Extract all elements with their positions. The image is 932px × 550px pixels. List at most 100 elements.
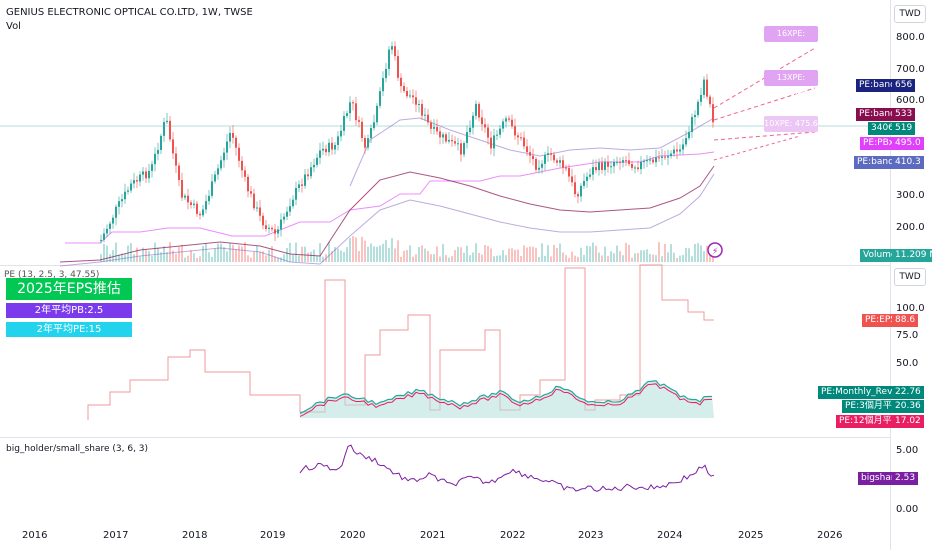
candle-body: [400, 77, 402, 87]
volume-bar: [580, 247, 582, 262]
volume-bar: [526, 247, 528, 262]
volume-bar: [442, 244, 444, 262]
candle-body: [292, 199, 294, 207]
volume-bar: [595, 245, 597, 262]
candle-body: [469, 127, 471, 133]
volume-bar: [331, 251, 333, 262]
volume-bar: [607, 255, 609, 262]
volume-bar: [103, 243, 105, 262]
volume-bar: [685, 247, 687, 262]
volume-bar: [196, 257, 198, 262]
candle-body: [307, 174, 309, 177]
volume-bar: [577, 256, 579, 262]
price-tick: 200.0: [896, 222, 925, 233]
candle-body: [679, 149, 681, 152]
volume-bar: [574, 255, 576, 262]
candle-body: [199, 213, 201, 216]
volume-bar: [349, 238, 351, 262]
volume-bar: [145, 250, 147, 262]
price-candles: [100, 41, 714, 244]
volume-bar: [208, 252, 210, 262]
volume-bar: [307, 252, 309, 262]
volume-bar: [367, 246, 369, 262]
volume-bar: [457, 246, 459, 262]
pane-divider-1[interactable]: [0, 265, 890, 266]
candle-body: [256, 207, 258, 209]
volume-bar: [319, 243, 321, 262]
tag-last-value: 519: [892, 122, 916, 135]
volume-bar: [670, 244, 672, 262]
volume-bar: [304, 246, 306, 262]
candle-body: [208, 195, 210, 202]
candle-body: [238, 147, 240, 161]
volume-bar: [553, 244, 555, 262]
volume-bar: [604, 246, 606, 262]
candle-body: [376, 105, 378, 123]
chart-canvas[interactable]: ⚡: [0, 0, 890, 530]
pe-avg-line: [299, 383, 713, 417]
candle-body: [163, 122, 165, 136]
tag-band1-label: PE:band1: [854, 156, 903, 169]
tag-band2-value: 533: [892, 108, 916, 121]
x-tick: 2022: [500, 530, 526, 541]
volume-bar: [505, 255, 507, 262]
candle-body: [568, 167, 570, 177]
candle-body: [136, 180, 138, 182]
candle-body: [457, 143, 459, 145]
candle-body: [355, 103, 357, 121]
callout-10xpe: 10XPE: 475.6: [764, 116, 818, 132]
volume-bar: [664, 243, 666, 262]
volume-bar: [667, 252, 669, 262]
candle-body: [373, 122, 375, 129]
x-tick: 2019: [260, 530, 286, 541]
bigshare-line: [299, 444, 715, 492]
event-icon: [707, 242, 723, 258]
tag-bigshare-value: 2.53: [892, 472, 919, 485]
candle-body: [121, 199, 123, 202]
candle-body: [559, 160, 561, 163]
x-tick: 2018: [182, 530, 208, 541]
price-axis[interactable]: [890, 0, 932, 550]
volume-bar: [388, 247, 390, 262]
candle-body: [487, 127, 489, 138]
volume-bar: [697, 243, 699, 262]
bh-pane-title: big_holder/small_share (3, 6, 3): [6, 444, 149, 454]
volume-bar: [559, 243, 561, 262]
currency-button-mid[interactable]: TWD: [894, 268, 926, 286]
candle-body: [547, 153, 549, 155]
volume-bar: [583, 255, 585, 262]
x-tick: 2017: [103, 530, 129, 541]
volume-bar: [658, 242, 660, 262]
candle-body: [190, 202, 192, 205]
candle-body: [304, 174, 306, 186]
volume-bar: [250, 257, 252, 262]
pe-monthly-line: [299, 380, 713, 414]
candle-body: [691, 117, 693, 132]
volume-bar: [655, 255, 657, 262]
currency-button-top[interactable]: TWD: [894, 5, 926, 23]
volume-bar: [415, 254, 417, 262]
volume-bar: [121, 253, 123, 262]
volume-bar: [460, 247, 462, 262]
volume-bar: [199, 256, 201, 262]
pane-divider-2[interactable]: [0, 437, 890, 438]
candle-body: [463, 143, 465, 155]
candle-body: [481, 117, 483, 125]
candle-body: [418, 104, 420, 106]
candle-body: [454, 141, 456, 144]
volume-bar: [601, 255, 603, 262]
volume-bar: [385, 240, 387, 262]
candle-body: [277, 229, 279, 234]
volume-bar: [289, 242, 291, 262]
candle-body: [493, 135, 495, 149]
candle-body: [688, 131, 690, 139]
volume-bar: [262, 251, 264, 262]
volume-bar: [619, 251, 621, 262]
volume-bar: [184, 257, 186, 262]
volume-bar: [679, 255, 681, 262]
candle-body: [598, 162, 600, 171]
volume-bar: [586, 245, 588, 262]
candle-body: [451, 139, 453, 142]
candle-body: [655, 157, 657, 163]
volume-bar: [355, 237, 357, 262]
